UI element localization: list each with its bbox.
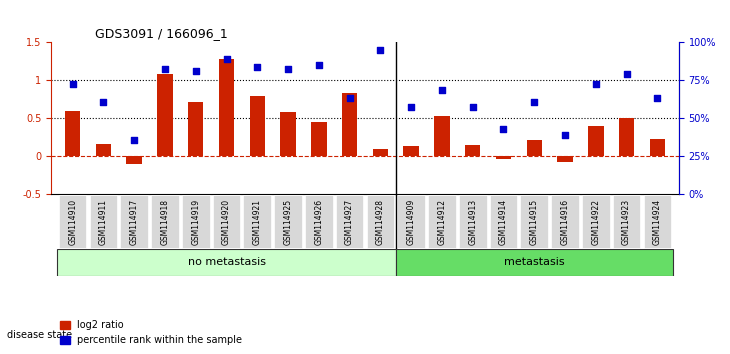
FancyBboxPatch shape [490,195,518,248]
Bar [65,111,80,156]
Point [283,66,294,72]
FancyBboxPatch shape [428,195,456,248]
FancyBboxPatch shape [366,195,394,248]
FancyBboxPatch shape [305,195,333,248]
Text: no metastasis: no metastasis [188,257,266,268]
Bar [280,112,296,156]
Text: GSM114913: GSM114913 [468,199,477,245]
Bar [96,144,111,156]
Point [128,137,140,142]
FancyBboxPatch shape [336,195,364,248]
Point [251,64,263,70]
Bar [465,145,480,156]
Bar [434,116,450,156]
Bar [588,126,604,156]
Point [159,66,171,72]
Point [220,56,232,62]
FancyBboxPatch shape [274,195,302,248]
FancyBboxPatch shape [120,195,148,248]
FancyBboxPatch shape [90,195,118,248]
FancyBboxPatch shape [644,195,671,248]
Point [98,99,110,104]
Text: GSM114924: GSM114924 [653,199,662,245]
Point [405,104,417,110]
Point [344,95,356,101]
Text: GSM114917: GSM114917 [130,199,139,245]
Point [436,87,447,92]
Bar [311,122,326,156]
Point [590,81,602,87]
Text: GSM114910: GSM114910 [68,199,77,245]
Text: GSM114914: GSM114914 [499,199,508,245]
Text: GSM114916: GSM114916 [561,199,569,245]
Bar [557,156,573,162]
Text: metastasis: metastasis [504,257,564,268]
Bar [219,59,234,156]
Point [374,47,386,53]
Bar [373,149,388,156]
Bar [126,156,142,164]
Bar [619,118,634,156]
Point [651,95,663,101]
FancyBboxPatch shape [459,195,487,248]
Point [620,72,632,77]
Text: GSM114915: GSM114915 [530,199,539,245]
FancyBboxPatch shape [212,195,240,248]
FancyBboxPatch shape [520,195,548,248]
Text: GSM114925: GSM114925 [283,199,293,245]
Text: GSM114923: GSM114923 [622,199,631,245]
Point [529,99,540,104]
Text: GDS3091 / 166096_1: GDS3091 / 166096_1 [95,27,228,40]
Text: GSM114921: GSM114921 [253,199,262,245]
Point [467,104,479,110]
Point [313,62,325,68]
FancyBboxPatch shape [151,195,179,248]
FancyBboxPatch shape [57,249,396,276]
Bar [404,145,419,156]
FancyBboxPatch shape [182,195,210,248]
Text: disease state: disease state [7,330,72,339]
FancyBboxPatch shape [551,195,579,248]
Legend: log2 ratio, percentile rank within the sample: log2 ratio, percentile rank within the s… [56,316,246,349]
Bar [526,139,542,156]
FancyBboxPatch shape [396,249,673,276]
Text: GSM114920: GSM114920 [222,199,231,245]
Text: GSM114927: GSM114927 [345,199,354,245]
Text: GSM114926: GSM114926 [315,199,323,245]
Text: GSM114919: GSM114919 [191,199,200,245]
Point [559,132,571,138]
FancyBboxPatch shape [243,195,271,248]
Bar [157,74,173,156]
Point [498,126,510,132]
Bar [496,156,511,159]
FancyBboxPatch shape [612,195,640,248]
Bar [250,96,265,156]
Bar [188,102,204,156]
Bar [650,139,665,156]
Bar [342,93,357,156]
Point [67,81,79,87]
Text: GSM114918: GSM114918 [161,199,169,245]
FancyBboxPatch shape [59,195,86,248]
Text: GSM114922: GSM114922 [591,199,600,245]
Text: GSM114928: GSM114928 [376,199,385,245]
Text: GSM114911: GSM114911 [99,199,108,245]
Point [190,68,201,73]
Text: GSM114909: GSM114909 [407,198,415,245]
FancyBboxPatch shape [582,195,610,248]
FancyBboxPatch shape [397,195,425,248]
Text: GSM114912: GSM114912 [437,199,447,245]
